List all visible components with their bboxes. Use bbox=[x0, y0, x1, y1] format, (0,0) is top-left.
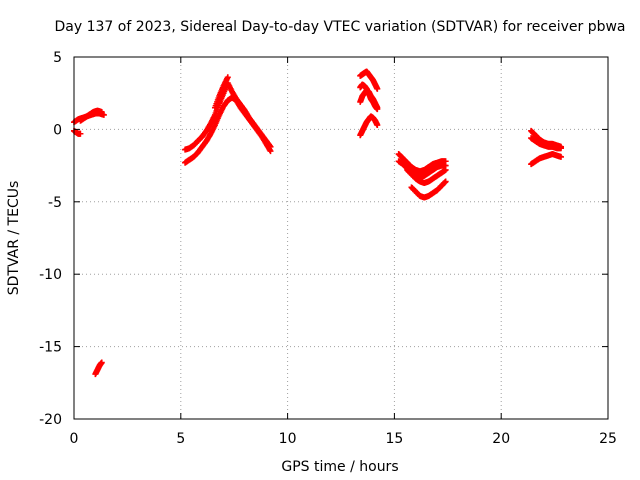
y-tick-label: -5 bbox=[48, 195, 62, 211]
data-point bbox=[374, 122, 381, 129]
data-point bbox=[442, 178, 449, 185]
chart-title: Day 137 of 2023, Sidereal Day-to-day VTE… bbox=[54, 19, 625, 35]
data-point bbox=[374, 85, 381, 92]
plot-frame bbox=[73, 56, 609, 420]
x-axis-label: GPS time / hours bbox=[281, 459, 398, 475]
grid bbox=[74, 57, 608, 419]
series-arc-3c bbox=[211, 74, 231, 111]
series-arc-1c bbox=[77, 107, 105, 124]
y-tick-label: -15 bbox=[39, 340, 62, 356]
x-tick-label: 10 bbox=[279, 431, 297, 447]
tick-labels: 0 5 10 15 20 25 5 0 -5 -10 -15 -20 bbox=[39, 50, 617, 447]
data-point bbox=[558, 153, 565, 160]
data-point bbox=[224, 74, 231, 81]
series-arc-3b bbox=[182, 80, 274, 153]
x-tick-label: 25 bbox=[599, 431, 617, 447]
series-arc-2 bbox=[92, 359, 105, 378]
data-point bbox=[267, 143, 274, 150]
x-tick-label: 0 bbox=[70, 431, 79, 447]
series-arc-5d bbox=[408, 178, 449, 201]
data-point bbox=[558, 145, 565, 152]
data-point bbox=[442, 166, 449, 173]
series-arc-4d bbox=[357, 113, 381, 139]
data-point bbox=[98, 109, 105, 116]
axis-ticks bbox=[73, 56, 609, 420]
data-point bbox=[98, 359, 105, 366]
series-arc-5c bbox=[404, 166, 449, 186]
y-tick-label: 5 bbox=[53, 50, 62, 66]
y-tick-label: -20 bbox=[39, 412, 62, 428]
series-arc-4c bbox=[357, 87, 381, 111]
series-arc-6c bbox=[528, 151, 565, 168]
series-arc-6b bbox=[528, 135, 565, 152]
x-tick-label: 20 bbox=[492, 431, 510, 447]
data-series bbox=[71, 68, 565, 378]
data-point bbox=[374, 104, 381, 111]
x-tick-label: 5 bbox=[176, 431, 185, 447]
y-tick-label: -10 bbox=[39, 267, 62, 283]
y-axis-label: SDTVAR / TECUs bbox=[6, 181, 22, 296]
y-tick-label: 0 bbox=[53, 122, 62, 138]
series-arc-4a bbox=[357, 68, 381, 92]
data-point bbox=[77, 130, 84, 137]
x-tick-label: 15 bbox=[385, 431, 403, 447]
